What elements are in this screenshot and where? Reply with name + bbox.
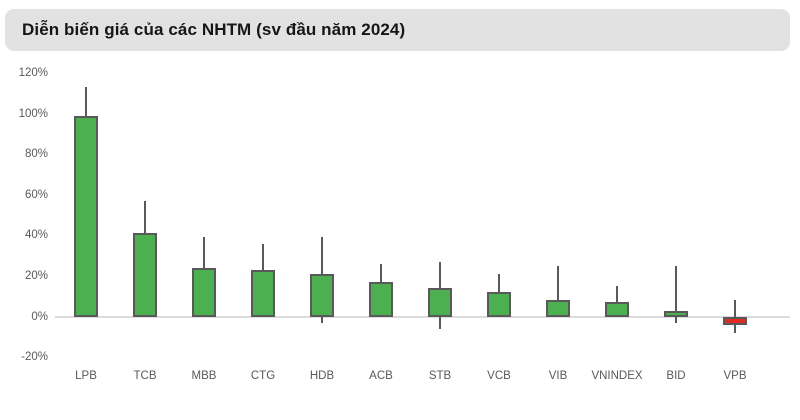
y-axis-tick-label: 100% — [18, 107, 48, 120]
y-axis-tick-label: 20% — [24, 270, 48, 282]
y-axis-tick-label: 120% — [18, 67, 48, 79]
candle-body — [487, 292, 511, 317]
y-axis-tick-label: -20% — [21, 351, 48, 364]
zero-gridline — [55, 315, 790, 318]
candle-wick — [557, 265, 559, 317]
x-axis-category-label: VIB — [548, 370, 568, 382]
x-axis-category-label: ACB — [369, 370, 393, 382]
candle-body — [369, 282, 393, 317]
x-axis-category-label: MBB — [191, 370, 217, 382]
candle-body — [723, 316, 747, 325]
candle-body — [605, 302, 629, 317]
x-axis-category-label: STB — [428, 370, 452, 382]
candle-body — [664, 310, 688, 317]
candle-body — [133, 233, 157, 317]
chart-title-band: Diễn biến giá của các NHTM (sv đầu năm 2… — [5, 9, 790, 51]
y-axis-tick-label: 40% — [24, 229, 48, 242]
x-axis-category-label: VCB — [487, 370, 511, 382]
x-axis-category-label: TCB — [133, 370, 157, 382]
y-axis-tick-label: 0% — [31, 310, 48, 323]
candle-wick — [675, 265, 677, 323]
candle-wick — [616, 286, 618, 317]
candle-body — [74, 115, 98, 317]
chart-title: Diễn biến giá của các NHTM (sv đầu năm 2… — [22, 20, 406, 39]
candle-body — [428, 288, 452, 317]
x-axis-category-label: BID — [666, 370, 686, 382]
candle-body — [546, 300, 570, 317]
x-axis-category-label: VPB — [723, 370, 747, 382]
candle-body — [192, 267, 216, 317]
y-axis-tick-label: 80% — [24, 148, 48, 161]
x-axis-category-label: LPB — [75, 370, 97, 382]
x-axis-category-label: CTG — [250, 370, 276, 382]
x-axis-category-label: VNINDEX — [591, 370, 643, 382]
x-axis-category-label: HDB — [309, 370, 335, 382]
y-axis-tick-label: 60% — [24, 188, 48, 201]
candle-body — [251, 269, 275, 317]
candle-body — [310, 273, 334, 317]
